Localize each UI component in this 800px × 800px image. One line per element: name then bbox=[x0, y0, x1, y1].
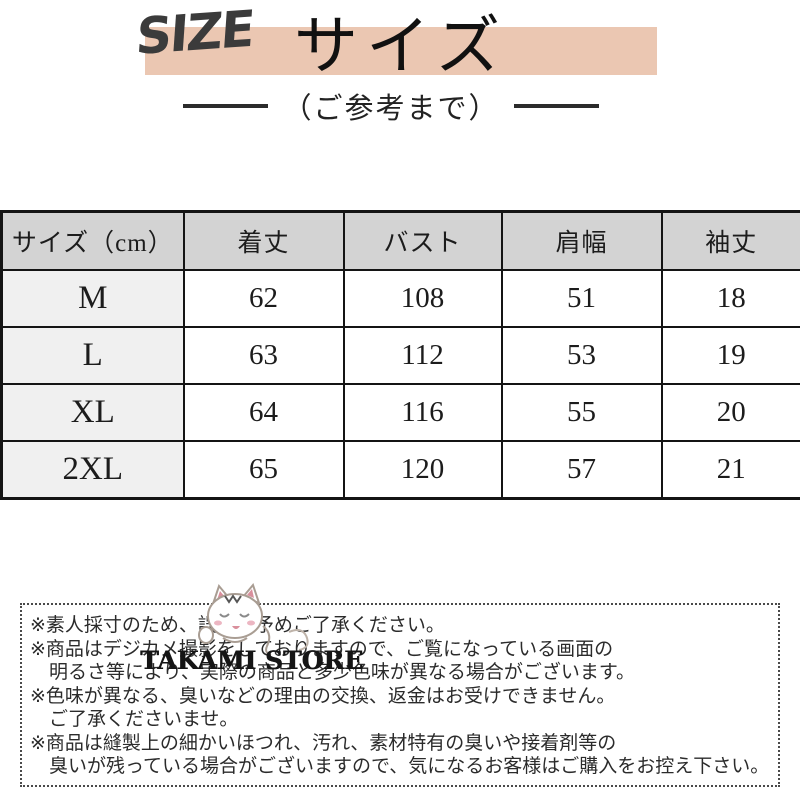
note-line: ※商品はデジカメ撮影をしておりますので、ご覧になっている画面の bbox=[30, 638, 614, 660]
value-cell: 51 bbox=[500, 269, 663, 328]
note-line: 臭いが残っている場合がございますので、気になるお客様はご購入をお控え下さい。 bbox=[49, 756, 770, 777]
value-cell: 64 bbox=[182, 383, 345, 442]
col-header-sleeve: 袖丈 bbox=[660, 210, 800, 271]
value-cell: 120 bbox=[342, 440, 503, 499]
col-header-length: 着丈 bbox=[182, 210, 345, 271]
subtitle-dash-right bbox=[513, 104, 599, 108]
subtitle-text: （ご参考まで） bbox=[282, 93, 500, 125]
size-cell: XL bbox=[0, 383, 185, 442]
note-line: 明るさ等により、実際の商品と多少色味が異なる場合がございます。 bbox=[49, 662, 635, 683]
value-cell: 21 bbox=[660, 440, 800, 499]
note-line: ※素人採寸のため、誤差は予めご了承ください。 bbox=[30, 615, 445, 636]
page-title: サイズ bbox=[293, 11, 509, 82]
value-cell: 57 bbox=[500, 440, 663, 499]
size-cell: L bbox=[0, 326, 185, 385]
value-cell: 62 bbox=[182, 269, 345, 328]
value-cell: 20 bbox=[660, 383, 800, 442]
table-row: M 62 108 51 18 bbox=[0, 269, 800, 328]
col-header-size: サイズ（cm） bbox=[0, 210, 185, 271]
subtitle-dash-left bbox=[183, 104, 269, 108]
col-header-bust: バスト bbox=[342, 210, 503, 271]
value-cell: 116 bbox=[342, 383, 503, 442]
notes-box: ※素人採寸のため、誤差は予めご了承ください。 ※商品はデジカメ撮影をしております… bbox=[20, 603, 780, 787]
size-table: サイズ（cm） 着丈 バスト 肩幅 袖丈 M 62 108 51 18 L 63… bbox=[0, 210, 800, 500]
value-cell: 65 bbox=[182, 440, 345, 499]
table-row: L 63 112 53 19 bbox=[0, 326, 800, 385]
size-cell: M bbox=[0, 269, 185, 328]
note-line: ※商品は縫製上の細かいほつれ、汚れ、素材特有の臭いや接着剤等の bbox=[30, 732, 617, 754]
table-header-row: サイズ（cm） 着丈 バスト 肩幅 袖丈 bbox=[0, 210, 800, 271]
note-line: ※色味が異なる、臭いなどの理由の交換、返金はお受けできません。 bbox=[30, 685, 616, 707]
table-row: 2XL 65 120 57 21 bbox=[0, 440, 800, 499]
col-header-shoulder: 肩幅 bbox=[500, 210, 663, 271]
value-cell: 63 bbox=[182, 326, 345, 385]
table-row: XL 64 116 55 20 bbox=[0, 383, 800, 442]
value-cell: 19 bbox=[660, 326, 800, 385]
value-cell: 108 bbox=[342, 269, 503, 328]
title-banner bbox=[145, 27, 657, 75]
value-cell: 53 bbox=[500, 326, 663, 385]
value-cell: 55 bbox=[500, 383, 663, 442]
subtitle: （ご参考まで） bbox=[0, 88, 791, 125]
value-cell: 18 bbox=[660, 269, 800, 328]
size-cell: 2XL bbox=[0, 440, 185, 499]
note-line: ご了承くださいませ。 bbox=[49, 709, 239, 730]
value-cell: 112 bbox=[342, 326, 503, 385]
